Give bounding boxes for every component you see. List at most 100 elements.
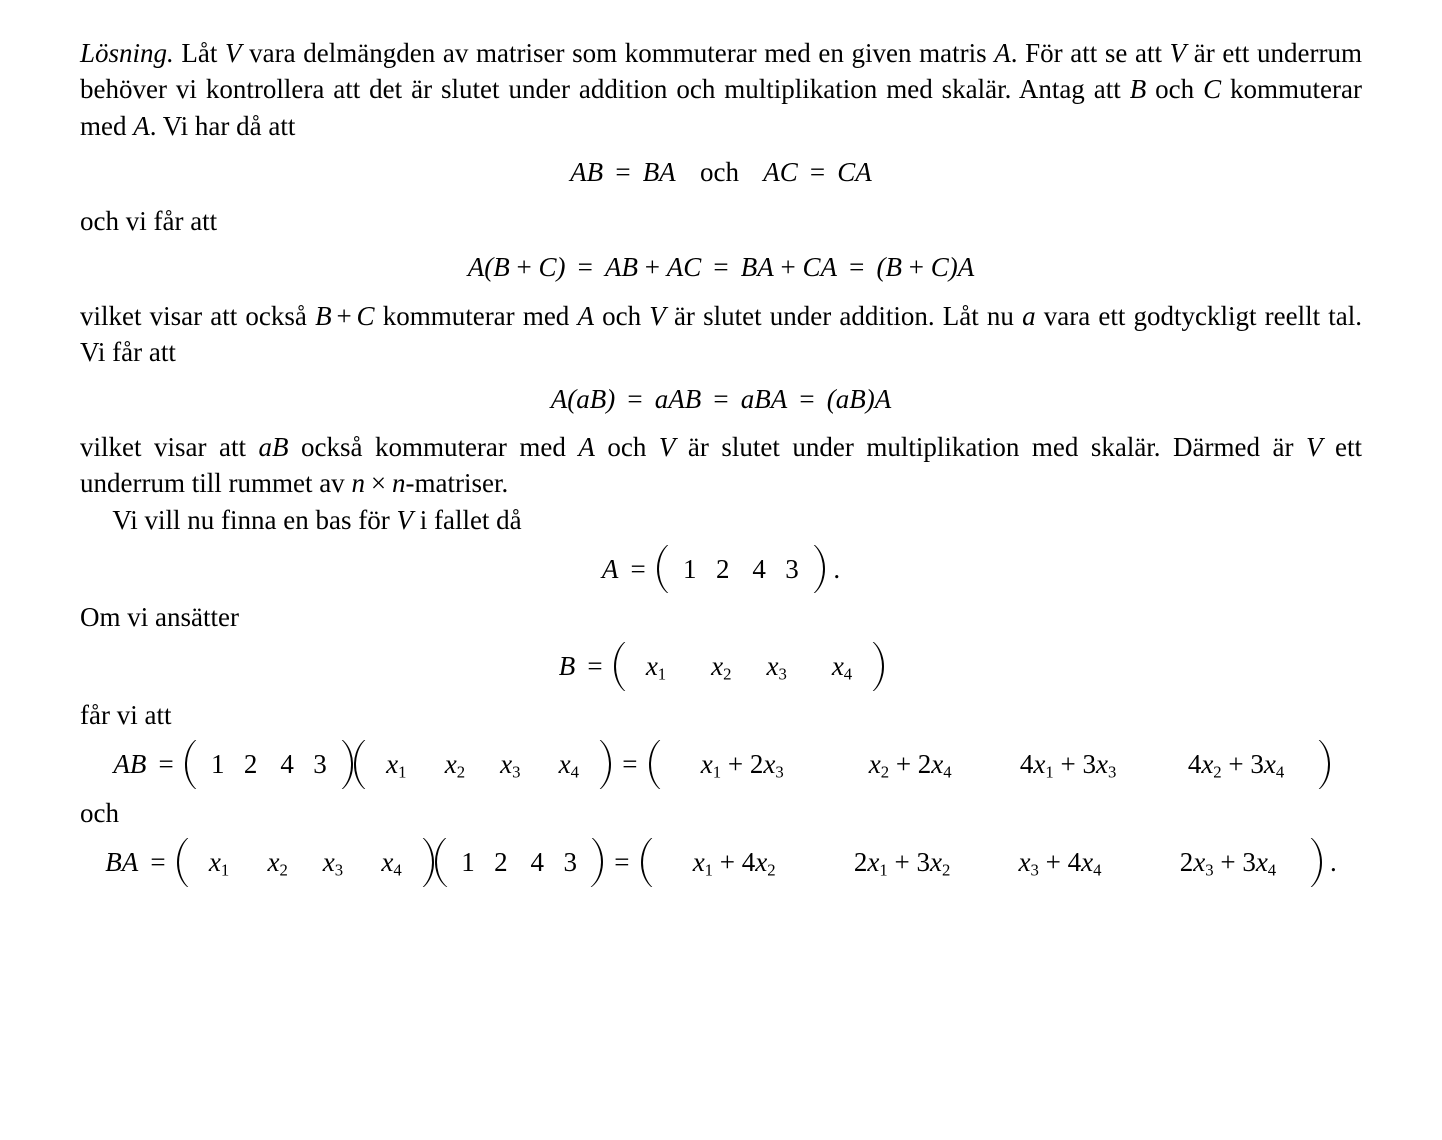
text: Låt — [181, 38, 225, 68]
plus-sign: + — [510, 252, 539, 282]
matrix-cell: x1+2x3 — [667, 749, 818, 782]
matrix-cell: 4x2+3x4 — [1160, 749, 1311, 782]
matrix-cell: 4 — [522, 847, 552, 879]
matrix-cell: 2x3+3x4 — [1152, 847, 1303, 880]
math-lhs: A — [602, 551, 619, 587]
var-B: B — [315, 301, 332, 331]
var-A: A — [577, 301, 594, 331]
var-n: n — [392, 468, 406, 498]
var-V: V — [649, 301, 666, 331]
math-lhs: B — [559, 648, 576, 684]
var-V: V — [1306, 432, 1323, 462]
matrix-cell: x1 — [195, 847, 244, 880]
plus-sign: + — [774, 252, 803, 282]
matrix-cell: x2 — [431, 749, 480, 782]
var-C: C — [1203, 74, 1221, 104]
document-page: Lösning. Låt V vara delmängden av matris… — [0, 0, 1442, 918]
text: och — [595, 432, 659, 462]
equation-3: A(aB)=aAB=aBA=(aB)A — [80, 381, 1362, 417]
math-lhs: BA — [105, 844, 138, 880]
eq-sign: = — [565, 252, 605, 282]
eq-sign: = — [602, 844, 642, 880]
text: Vi vill nu finna en bas för — [112, 505, 396, 535]
math: CA — [837, 157, 872, 187]
equation-2: A(B+C)=AB+AC=BA+CA=(B+C)A — [80, 249, 1362, 285]
eq-sign: = — [575, 648, 615, 684]
matrix-cell: 1 — [675, 554, 705, 586]
matrix-A-copy2: 12 43 — [439, 844, 599, 880]
text: är slutet under multiplikation med skalä… — [675, 432, 1306, 462]
equation-A: A= 12 43 . — [80, 548, 1362, 587]
math: AC — [667, 252, 702, 282]
math: AB — [570, 157, 603, 187]
eq-sign: = — [798, 157, 838, 187]
matrix-cell: x1+4x2 — [659, 847, 810, 880]
text-line: Om vi ansätter — [80, 599, 1362, 635]
plus-sign: + — [638, 252, 667, 282]
matrix-cell: 2 — [708, 554, 738, 586]
equation-1: AB=BAochAC=CA — [80, 154, 1362, 190]
paragraph-3: vilket visar att aB också kommuterar med… — [80, 429, 1362, 502]
matrix-cell: 4x1+3x3 — [993, 749, 1144, 782]
eq-sign: = — [701, 252, 741, 282]
var-B: B — [1130, 74, 1147, 104]
matrix-cell: 1 — [203, 749, 233, 781]
math: CA — [802, 252, 837, 282]
period: . — [1321, 844, 1337, 880]
text-line: och — [80, 795, 1362, 831]
matrix-cell: x2 — [253, 847, 302, 880]
var-V: V — [225, 38, 242, 68]
text: vilket visar att — [80, 432, 258, 462]
matrix-cell: 1 — [453, 847, 483, 879]
matrix-B-copy: x1 x2 x3 x4 — [358, 746, 607, 783]
math: aAB — [655, 384, 702, 414]
var-A: A — [578, 432, 595, 462]
eq-sign: = — [603, 157, 643, 187]
matrix-cell: 4 — [272, 749, 302, 781]
text-line: och vi får att — [80, 203, 1362, 239]
matrix-cell: x2 — [697, 651, 746, 684]
var-A: A — [133, 111, 150, 141]
text: . För att se att — [1011, 38, 1170, 68]
text-och: och — [700, 157, 739, 187]
math: C)A — [931, 252, 975, 282]
math: A(B — [468, 252, 510, 282]
text-line: får vi att — [80, 697, 1362, 733]
eq-sign: = — [701, 384, 741, 414]
matrix-cell: x4 — [367, 847, 416, 880]
plus-sign: + — [902, 252, 931, 282]
var-C: C — [357, 301, 375, 331]
math: C) — [538, 252, 565, 282]
matrix-cell: x4 — [545, 749, 594, 782]
matrix-cell: 2 — [236, 749, 266, 781]
eq-sign: = — [787, 384, 827, 414]
matrix-cell: x1 — [632, 651, 681, 684]
paragraph-4: Vi vill nu finna en bas för V i fallet d… — [80, 502, 1362, 538]
text: vilket visar att också — [80, 301, 315, 331]
matrix-cell: 2 — [486, 847, 516, 879]
heading-losning: Lösning. — [80, 38, 174, 68]
matrix-B: x1 x2 x3 x4 — [618, 648, 881, 685]
var-A: A — [994, 38, 1011, 68]
text: i fallet då — [413, 505, 522, 535]
math: aBA — [741, 384, 788, 414]
matrix-AB-result: x1+2x3 x2+2x4 4x1+3x3 4x2+3x4 — [653, 746, 1326, 783]
math: (B — [877, 252, 902, 282]
matrix-cell: x3 — [752, 651, 801, 684]
period: . — [824, 551, 840, 587]
paragraph-2: vilket visar att också B+C kommuterar me… — [80, 298, 1362, 371]
math: (aB)A — [827, 384, 891, 414]
text: vara delmängden av matriser som kommuter… — [242, 38, 995, 68]
text: kommuterar med — [375, 301, 578, 331]
equation-B: B= x1 x2 x3 x4 — [80, 646, 1362, 686]
matrix-cell: x3 — [486, 749, 535, 782]
matrix-cell: x3+4x4 — [984, 847, 1135, 880]
text: också kommuterar med — [288, 432, 578, 462]
matrix-A: 12 43 — [661, 551, 821, 587]
math: AB — [605, 252, 638, 282]
eq-sign: = — [618, 551, 658, 587]
math: BA — [643, 157, 676, 187]
eq-sign: = — [837, 252, 877, 282]
eq-sign: = — [146, 746, 186, 782]
text: är slutet under addition. Låt nu — [666, 301, 1022, 331]
